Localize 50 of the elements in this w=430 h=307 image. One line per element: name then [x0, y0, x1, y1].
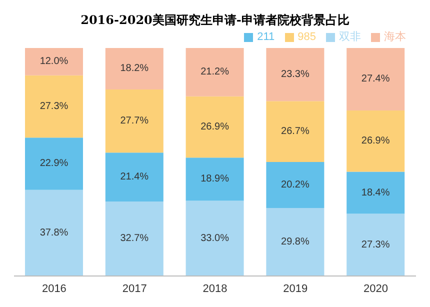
bar [25, 75, 83, 138]
bar [25, 190, 83, 276]
data-label: 26.9% [200, 122, 230, 132]
legend-label: 双非 [339, 31, 361, 43]
x-tick-label: 2017 [122, 282, 147, 295]
bar [186, 48, 244, 96]
data-label: 18.2% [120, 63, 149, 74]
x-tick-label: 2018 [202, 282, 228, 295]
data-label: 37.8% [40, 227, 68, 238]
bar [266, 101, 324, 162]
data-label: 23.3% [281, 69, 310, 80]
data-label: 27.3% [361, 239, 390, 250]
data-label: 27.7% [120, 116, 149, 127]
bar [266, 162, 324, 208]
data-label: 29.8% [281, 236, 310, 248]
bar [266, 208, 324, 276]
data-label: 20.2% [281, 180, 310, 191]
data-label: 12.0% [40, 56, 68, 68]
bar [346, 110, 405, 172]
bar [105, 48, 164, 90]
data-label: 18.4% [361, 187, 390, 198]
data-label: 18.9% [200, 174, 230, 185]
chart-title: 2016-2020美国研究生申请-申请者院校背景占比 [80, 12, 350, 29]
data-label: 21.4% [120, 172, 149, 183]
bar [346, 48, 405, 110]
data-label: 26.9% [361, 136, 390, 147]
data-label: 27.3% [40, 100, 68, 112]
data-label: 21.2% [200, 66, 230, 78]
legend-label: 海本 [384, 31, 406, 43]
bar [346, 214, 405, 276]
x-tick-label: 2019 [283, 282, 308, 295]
data-label: 26.7% [281, 126, 310, 138]
x-tick-label: 2016 [42, 282, 66, 295]
bar [346, 172, 405, 214]
bar [105, 201, 164, 276]
x-tick-label: 2020 [364, 282, 388, 295]
data-label: 22.9% [40, 158, 68, 170]
bar [25, 48, 83, 76]
bar [105, 89, 164, 153]
data-label: 33.0% [200, 232, 230, 244]
legend-label: 985 [298, 31, 316, 43]
data-label: 27.4% [361, 74, 390, 85]
legend-label: 211 [257, 31, 275, 43]
bar [25, 138, 83, 190]
bar [105, 152, 164, 202]
data-label: 32.7% [120, 233, 149, 244]
bar [186, 158, 244, 201]
bar [186, 200, 244, 276]
bar [186, 96, 244, 158]
bar [266, 48, 324, 102]
